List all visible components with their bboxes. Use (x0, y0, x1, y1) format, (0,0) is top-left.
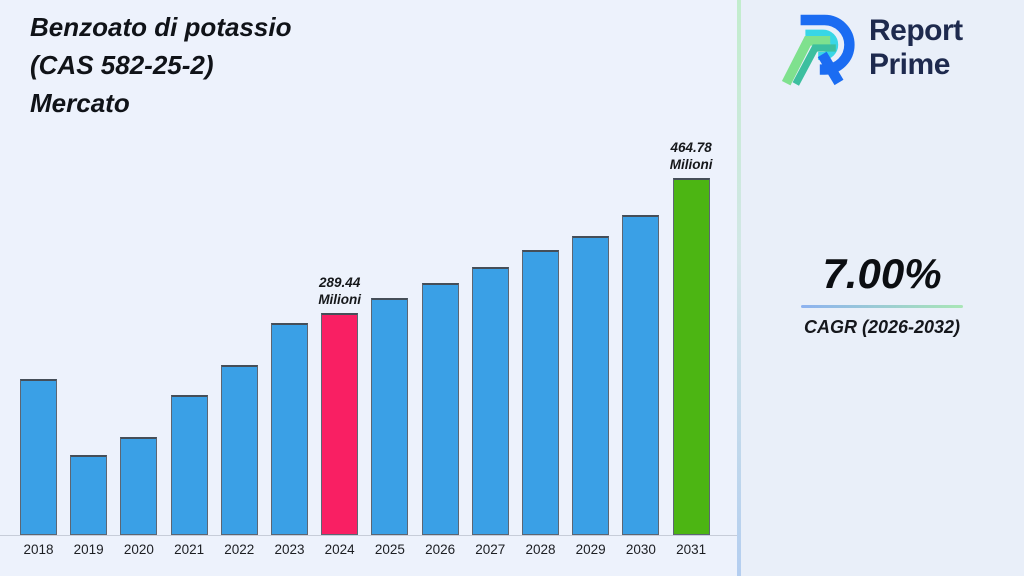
bar-2021 (170, 395, 208, 535)
bar-2026 (421, 283, 459, 535)
x-tick-2020: 2020 (123, 542, 154, 557)
cagr-underline (801, 305, 963, 308)
bar-2024 (321, 313, 359, 535)
brand-name-line-2: Prime (869, 48, 950, 81)
bar-2029 (572, 236, 610, 535)
x-tick-2029: 2029 (575, 542, 606, 557)
bar-2025 (371, 298, 409, 535)
bar-2028 (522, 250, 559, 535)
bar-2027 (471, 267, 509, 535)
chart-title: Benzoato di potassio (CAS 582-25-2) Merc… (30, 8, 291, 122)
bar-2023 (271, 323, 308, 535)
value-label-line: Milioni (318, 292, 362, 307)
value-label-line: 464.78 (670, 140, 712, 155)
bar-2031 (672, 178, 710, 535)
chart-title-line-1: Benzoato di potassio (30, 12, 292, 42)
chart-title-line-2: (CAS 582-25-2) (30, 50, 214, 80)
x-tick-2031: 2031 (676, 542, 707, 557)
x-tick-2023: 2023 (274, 542, 305, 557)
bar-2030 (622, 215, 660, 535)
x-tick-2030: 2030 (625, 542, 656, 557)
x-tick-2026: 2026 (425, 542, 456, 557)
bar-chart: 2018 2019 2020 2021 2022 2023 2024 2025 2026 2027… (0, 140, 737, 557)
panel-divider (737, 0, 741, 576)
value-label-line: Milioni (669, 157, 713, 172)
x-tick-2027: 2027 (475, 542, 506, 557)
x-tick-2019: 2019 (73, 542, 104, 557)
cagr-label: CAGR (2026-2032) (803, 317, 961, 337)
x-tick-2021: 2021 (174, 542, 205, 557)
chart-title-line-3: Mercato (30, 88, 130, 118)
bar-2022 (220, 365, 258, 535)
bar-2020 (120, 437, 158, 535)
value-label-2024: 289.44 Milioni (275, 274, 405, 308)
cagr-value: 7.00% (822, 250, 942, 297)
x-tick-2025: 2025 (374, 542, 405, 557)
x-tick-2024: 2024 (324, 542, 355, 557)
value-label-line: 289.44 (319, 275, 361, 290)
x-axis-line (0, 535, 737, 536)
brand-logo: Report Prime (779, 8, 963, 88)
value-label-2031: 464.78 Milioni (626, 139, 756, 173)
x-tick-2018: 2018 (23, 542, 54, 557)
x-tick-2028: 2028 (525, 542, 556, 557)
report-prime-logo-icon (781, 14, 855, 86)
bar-2019 (70, 455, 108, 535)
brand-name: Report Prime (869, 14, 963, 82)
info-panel (741, 0, 1024, 576)
brand-name-line-1: Report (869, 14, 963, 47)
cagr-block: 7.00% CAGR (2026-2032) (740, 250, 1024, 338)
x-tick-2022: 2022 (224, 542, 255, 557)
bar-2018 (20, 379, 57, 535)
